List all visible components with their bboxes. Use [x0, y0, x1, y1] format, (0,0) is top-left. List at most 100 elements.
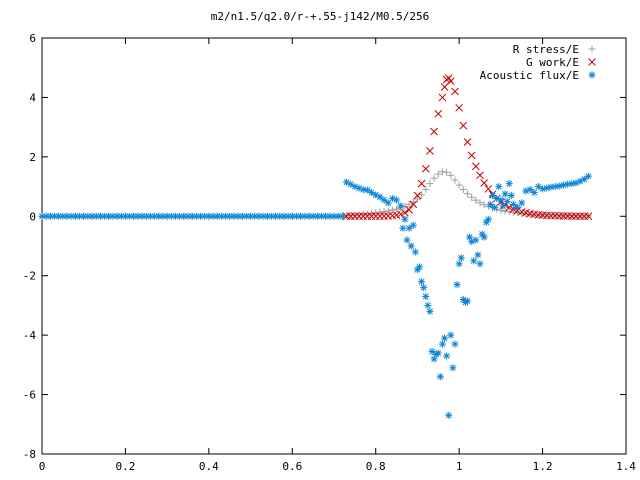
data-point	[489, 191, 497, 199]
data-point	[443, 352, 451, 360]
data-point	[463, 190, 471, 198]
data-point	[417, 179, 426, 188]
data-point	[480, 201, 488, 209]
legend-label: G work/E	[526, 56, 579, 69]
data-point	[509, 200, 517, 208]
data-point	[505, 208, 513, 216]
data-point	[409, 221, 417, 229]
data-point	[518, 199, 526, 207]
data-point	[576, 177, 584, 185]
x-tick-label: 0.4	[199, 460, 219, 473]
data-point	[484, 185, 493, 193]
legend-label: Acoustic flux/E	[480, 69, 579, 82]
data-point	[449, 364, 457, 372]
data-point	[416, 263, 424, 271]
data-point	[426, 180, 434, 188]
legend-marker	[588, 71, 596, 79]
legend-label: R stress/E	[513, 43, 579, 56]
data-point	[388, 206, 396, 214]
y-tick-label: 4	[29, 91, 36, 104]
data-point	[446, 77, 455, 85]
y-tick-label: -6	[23, 389, 36, 402]
data-point	[426, 307, 434, 315]
data-point	[505, 180, 513, 188]
data-point	[393, 205, 401, 213]
data-point	[434, 109, 443, 118]
data-point	[434, 349, 442, 357]
data-point	[405, 224, 413, 232]
y-tick-label: -4	[23, 329, 37, 342]
data-point	[384, 207, 392, 215]
data-point	[376, 208, 384, 216]
data-point	[405, 200, 413, 208]
x-tick-label: 1.4	[616, 460, 636, 473]
data-point	[424, 301, 432, 309]
data-point	[438, 93, 447, 102]
data-point	[459, 121, 468, 130]
legend-marker	[588, 58, 596, 66]
data-point	[411, 248, 419, 256]
x-tick-label: 0.8	[366, 460, 386, 473]
data-point	[426, 147, 434, 155]
data-point	[430, 127, 438, 136]
data-point	[457, 254, 465, 262]
data-point	[580, 175, 588, 183]
data-point	[430, 174, 438, 182]
data-point	[443, 168, 451, 176]
y-tick-label: -2	[23, 270, 36, 283]
data-point	[338, 212, 346, 220]
data-point	[409, 200, 418, 209]
x-tick-label: 0.6	[282, 460, 302, 473]
data-point	[526, 186, 534, 194]
data-point	[422, 293, 430, 301]
data-point	[505, 203, 514, 212]
data-point	[447, 331, 455, 339]
data-point	[445, 411, 453, 419]
data-point	[584, 212, 593, 221]
data-point	[480, 179, 489, 187]
data-point	[468, 193, 476, 201]
data-point	[467, 151, 476, 160]
data-point	[420, 284, 428, 292]
data-point	[568, 180, 576, 188]
data-point	[440, 83, 449, 91]
data-point	[380, 208, 388, 216]
data-point	[495, 183, 503, 191]
data-point	[401, 202, 409, 210]
data-point	[472, 236, 480, 244]
series-2	[38, 172, 592, 419]
data-point	[584, 172, 592, 180]
y-tick-label: 6	[29, 32, 36, 45]
data-point	[413, 195, 421, 203]
data-point	[422, 186, 430, 194]
data-point	[453, 281, 461, 289]
data-point	[396, 210, 405, 219]
data-point	[486, 200, 494, 208]
data-point	[401, 208, 409, 217]
data-point	[530, 189, 538, 197]
data-point	[451, 176, 459, 184]
legend-marker	[588, 45, 596, 53]
data-point	[380, 196, 388, 204]
data-point	[428, 347, 436, 355]
chart-title: m2/n1.5/q2.0/r-+.55-j142/M0.5/256	[211, 10, 430, 23]
data-point	[413, 191, 422, 200]
data-point	[501, 207, 509, 215]
data-point	[403, 236, 411, 244]
data-point	[455, 103, 463, 112]
data-point	[451, 87, 459, 96]
data-point	[438, 340, 446, 348]
x-tick-label: 1	[456, 460, 463, 473]
data-point	[397, 202, 405, 210]
y-tick-label: 2	[29, 151, 36, 164]
data-point	[363, 186, 371, 194]
data-point	[497, 196, 505, 204]
plot-frame	[41, 37, 627, 455]
y-tick-label: -8	[23, 448, 36, 461]
data-point	[455, 260, 463, 268]
data-point	[441, 334, 449, 342]
x-tick-label: 0.2	[115, 460, 135, 473]
x-tick-label: 0	[39, 460, 46, 473]
